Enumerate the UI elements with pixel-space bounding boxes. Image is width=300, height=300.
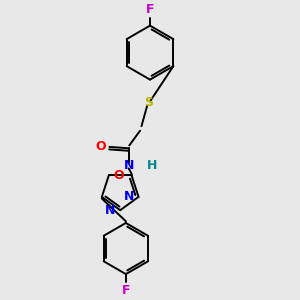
Text: F: F [122,284,130,297]
Text: O: O [95,140,106,153]
Text: H: H [147,159,158,172]
Text: S: S [144,96,153,110]
Text: N: N [124,190,134,203]
Text: N: N [124,159,134,172]
Text: F: F [146,3,154,16]
Text: O: O [113,169,124,182]
Text: N: N [105,204,116,217]
